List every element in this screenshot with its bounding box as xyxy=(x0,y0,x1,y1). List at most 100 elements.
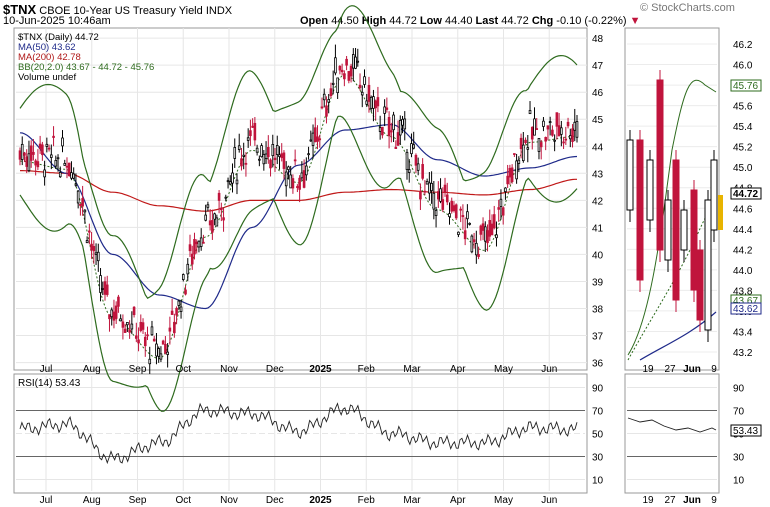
candle-body xyxy=(298,177,301,190)
candle-body xyxy=(269,159,272,169)
candle-body xyxy=(535,128,539,130)
candle-body xyxy=(88,230,91,233)
candle-body xyxy=(546,125,550,130)
candle-body xyxy=(307,153,310,156)
candle-body xyxy=(289,174,292,189)
candle-body xyxy=(392,114,395,131)
zoom-value-tag-text: 43.62 xyxy=(733,304,758,315)
candle-body xyxy=(387,117,391,137)
rsi-time-label: Aug xyxy=(83,495,101,506)
candle-body xyxy=(83,209,87,213)
zoom-candle-body xyxy=(636,139,644,281)
rsi-value-tag-text: 53.43 xyxy=(733,426,758,437)
zoom-time-label: Jun xyxy=(683,364,701,375)
candle-body xyxy=(414,154,418,166)
candle-body xyxy=(20,143,24,160)
rsi-zoom-time-label: 9 xyxy=(711,495,717,506)
candle-body xyxy=(470,235,474,253)
candle-body xyxy=(551,129,554,136)
candle-body xyxy=(85,240,89,244)
candle-body xyxy=(161,340,165,345)
zoom-value-tag-text: 43.67 xyxy=(733,296,758,307)
price-tick-label: 42 xyxy=(592,196,604,207)
price-tick-label: 40 xyxy=(592,250,604,261)
time-label: 2025 xyxy=(309,364,332,375)
time-label: Jul xyxy=(40,364,53,375)
candle-body xyxy=(533,118,536,136)
candle-body xyxy=(206,204,210,208)
candle-body xyxy=(128,329,131,333)
candle-body xyxy=(226,180,230,183)
rsi-zoom-tick-label: 70 xyxy=(733,407,745,418)
low-label: Low xyxy=(419,15,442,27)
price-tick-label: 47 xyxy=(592,61,604,72)
candle-body xyxy=(305,165,308,176)
candle-body xyxy=(564,138,568,141)
candle-body xyxy=(119,318,122,322)
candle-body xyxy=(190,253,194,265)
zoom-time-label: 19 xyxy=(642,364,654,375)
candle-body xyxy=(421,164,424,179)
candle-body xyxy=(423,190,427,193)
rsi-time-label: May xyxy=(494,495,513,506)
candle-body xyxy=(103,281,107,295)
candle-body xyxy=(130,323,134,330)
candle-body xyxy=(284,171,288,187)
candle-body xyxy=(222,217,225,221)
zoom-tick-label: 46.0 xyxy=(733,61,753,72)
candle-body xyxy=(331,82,335,85)
candle-body xyxy=(94,252,98,255)
candle-body xyxy=(325,105,328,117)
security-name: CBOE 10-Year US Treasury Yield xyxy=(39,5,203,17)
zoom-value-tag xyxy=(730,187,762,200)
time-label: Apr xyxy=(450,364,466,375)
candle-body xyxy=(553,139,556,142)
candle-body xyxy=(488,220,492,237)
candle-body xyxy=(396,132,400,146)
price-tick-label: 36 xyxy=(592,359,604,370)
candle-body xyxy=(327,99,330,103)
candle-body xyxy=(296,186,299,188)
candle-body xyxy=(499,198,503,207)
candle-body xyxy=(432,192,436,210)
candle-body xyxy=(114,305,118,319)
candle-body xyxy=(52,135,55,138)
rsi-time-label: Jun xyxy=(541,495,557,506)
candle-body xyxy=(45,143,49,147)
price-tick-label: 48 xyxy=(592,34,604,45)
zoom-value-tag xyxy=(730,302,762,315)
candle-body xyxy=(132,306,136,316)
zoom-candle-body xyxy=(672,159,680,301)
last-label: Last xyxy=(475,15,499,27)
candle-body xyxy=(280,153,284,159)
candle-body xyxy=(571,128,574,142)
candle-body xyxy=(492,214,496,229)
zoom-tick-label: 43.2 xyxy=(733,348,753,359)
candle-body xyxy=(403,118,407,130)
candle-body xyxy=(369,96,373,109)
ma200-line xyxy=(20,170,577,212)
candle-body xyxy=(410,143,413,155)
candle-body xyxy=(168,327,172,332)
candle-body xyxy=(282,152,286,169)
candle-body xyxy=(448,213,451,218)
rsi-time-label: Dec xyxy=(266,495,284,506)
time-label: Jun xyxy=(541,364,557,375)
candle-body xyxy=(61,137,64,147)
watermark: © StockCharts.com xyxy=(640,2,735,14)
zoom-tick-label: 44.6 xyxy=(733,204,753,215)
candle-body xyxy=(352,54,355,69)
candle-body xyxy=(358,84,362,88)
rsi-time-label: Mar xyxy=(403,495,421,506)
candle-body xyxy=(184,289,187,295)
rsi-tick-label: 70 xyxy=(592,407,604,418)
candle-body xyxy=(213,213,216,220)
high-value: 44.72 xyxy=(389,15,417,27)
rsi-time-label: Jul xyxy=(40,495,53,506)
candle-body xyxy=(170,310,174,315)
candle-body xyxy=(441,199,445,210)
rsi-tick-label: 30 xyxy=(592,453,604,464)
candle-body xyxy=(155,343,158,357)
candle-body xyxy=(58,172,62,178)
candle-body xyxy=(253,122,257,141)
